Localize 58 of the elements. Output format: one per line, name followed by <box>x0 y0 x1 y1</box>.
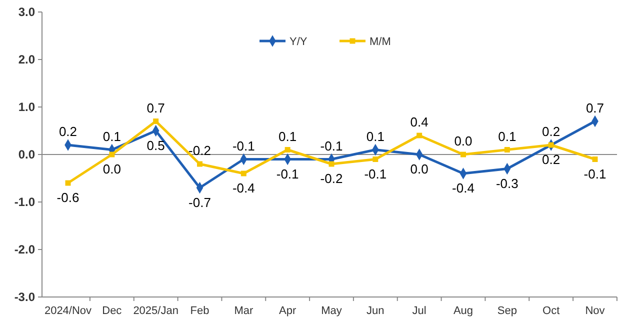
x-tick-label: Oct <box>542 305 560 317</box>
data-label: -0.3 <box>496 176 518 191</box>
data-label: 0.7 <box>146 100 165 116</box>
data-label: 0.0 <box>410 162 428 176</box>
data-label: -0.6 <box>56 190 80 205</box>
data-label: -0.1 <box>584 166 606 182</box>
data-label: -0.1 <box>276 166 299 182</box>
x-tick-label: Jul <box>412 305 426 317</box>
point <box>460 152 466 158</box>
data-label: -0.4 <box>452 180 474 196</box>
data-label: 0.1 <box>102 128 121 144</box>
data-label: -0.2 <box>320 171 343 186</box>
point <box>197 161 202 167</box>
x-tick-label: 2025/Jan <box>133 305 178 317</box>
y-tick-label: -1.0 <box>14 195 36 210</box>
data-label: 0.0 <box>102 162 121 176</box>
y-tick-label: 1.0 <box>18 100 36 114</box>
y-tick-label: -2.0 <box>14 242 36 257</box>
x-tick-label: Sep <box>497 305 517 317</box>
point <box>504 147 510 152</box>
data-label: 0.1 <box>278 128 297 144</box>
point <box>592 156 598 162</box>
point <box>109 152 115 158</box>
data-label: -0.1 <box>320 138 343 154</box>
x-tick-label: Nov <box>585 305 606 317</box>
x-tick-label: 2024/Nov <box>44 305 92 317</box>
x-tick-label: Aug <box>453 305 474 317</box>
data-label: 0.2 <box>542 152 560 167</box>
data-label: 0.5 <box>146 138 165 153</box>
x-tick-label: Dec <box>102 305 122 317</box>
data-label: -0.2 <box>188 143 211 158</box>
data-label: 0.0 <box>454 134 472 148</box>
data-label: 0.7 <box>586 100 604 116</box>
point <box>372 156 378 162</box>
data-label: 0.2 <box>542 124 560 139</box>
point <box>153 118 159 124</box>
y-tick-label: 3.0 <box>18 5 36 20</box>
y-tick-label: 2.0 <box>18 52 36 67</box>
data-label: 0.2 <box>58 124 78 139</box>
data-label: -0.1 <box>232 138 255 154</box>
x-tick-label: Feb <box>190 305 210 317</box>
data-label: 0.4 <box>410 114 428 130</box>
legend-label: M/M <box>370 36 391 48</box>
data-label: -0.7 <box>188 194 211 210</box>
data-label: 0.1 <box>498 128 516 144</box>
data-label: -0.1 <box>364 166 387 182</box>
data-label: 0.1 <box>366 128 384 144</box>
y-tick-label: -3.0 <box>14 290 36 304</box>
point <box>240 170 246 176</box>
y-tick-label: 0.0 <box>18 148 36 162</box>
legend-label: Y/Y <box>290 36 308 48</box>
x-tick-label: Jun <box>366 305 384 317</box>
x-tick-label: Apr <box>279 305 296 317</box>
data-label: -0.4 <box>232 180 255 196</box>
x-tick-label: Mar <box>234 305 254 317</box>
point <box>284 147 290 152</box>
point <box>416 132 422 138</box>
x-tick-label: May <box>321 305 342 317</box>
